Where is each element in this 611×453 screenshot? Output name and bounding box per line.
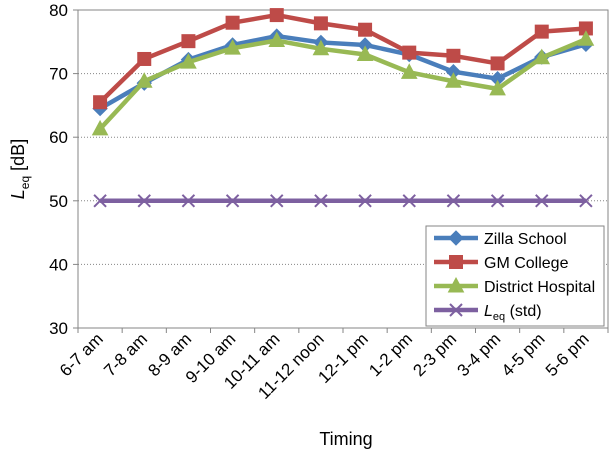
- series-2-point-2: [180, 53, 197, 69]
- series-2-point-11: [577, 30, 595, 46]
- series-3-point-7: [402, 194, 416, 208]
- x-tick-label-12-1-pm: 12-1 pm: [314, 329, 372, 387]
- series-3-point-3: [225, 194, 240, 208]
- y-tick-label-30: 30: [49, 319, 68, 338]
- series-3-point-6: [358, 194, 372, 208]
- series-1-point-2: [181, 34, 196, 49]
- series-1-point-6: [358, 22, 373, 37]
- legend: Zilla School GM College District Hospital L…: [425, 225, 605, 327]
- series-2: [91, 30, 595, 136]
- series-3-point-8: [446, 194, 461, 208]
- y-tick-label-60: 60: [49, 128, 68, 147]
- legend-entry-1: GM College: [434, 255, 569, 272]
- series-2-point-6: [356, 45, 374, 62]
- series-1-point-8: [446, 48, 461, 63]
- series-3-point-10: [535, 194, 549, 208]
- y-axis-label-unit: [dB]: [8, 139, 28, 176]
- series-1-point-9: [490, 56, 505, 71]
- x-tick-label-5-6-pm: 5-6 pm: [542, 329, 593, 380]
- series-3-point-9: [490, 194, 505, 208]
- x-tick-label-2-3-pm: 2-3 pm: [409, 329, 460, 380]
- series-1: [93, 8, 593, 110]
- series-2-point-4: [268, 31, 286, 48]
- legend-label-3: Leq (std): [484, 303, 542, 323]
- x-tick-label-4-5-pm: 4-5 pm: [498, 329, 549, 380]
- series-2-point-0: [91, 119, 109, 136]
- series-3-point-0: [93, 194, 107, 208]
- series-2-point-9: [489, 79, 506, 96]
- y-tick-label-80: 80: [49, 1, 68, 20]
- series-1-line: [98, 12, 587, 104]
- x-axis-label: Timing: [319, 429, 372, 449]
- y-tick-label-70: 70: [49, 65, 68, 84]
- series-3: [93, 194, 593, 208]
- y-axis-label: Leq [dB]: [8, 139, 32, 199]
- legend-marker-1: [449, 255, 463, 269]
- y-axis-label-sub: eq: [18, 176, 32, 189]
- series-2-point-3: [224, 39, 241, 55]
- series-1-point-3: [225, 15, 240, 30]
- y-tick-label-50: 50: [49, 192, 68, 211]
- series-2-point-10: [533, 48, 551, 65]
- series-1-point-7: [402, 45, 417, 60]
- series-2-line: [98, 37, 587, 131]
- series-2-point-8: [445, 72, 462, 88]
- series-1-point-4: [269, 8, 284, 23]
- x-tick-label-3-4-pm: 3-4 pm: [454, 329, 505, 380]
- legend-label-3-main: L: [484, 303, 493, 320]
- series-3-point-11: [579, 194, 593, 208]
- legend-entry-0: Zilla School: [434, 230, 567, 248]
- legend-marker-0: [448, 230, 464, 246]
- legend-items: Zilla School GM College District Hospital L…: [434, 230, 595, 323]
- legend-label-0: Zilla School: [484, 231, 567, 248]
- series-2-point-7: [400, 63, 418, 79]
- y-tick-label-40: 40: [49, 255, 68, 274]
- legend-marker-2: [447, 276, 465, 293]
- series-3-point-1: [137, 194, 151, 208]
- y-axis-ticks: 30 40 50 60 70 80: [49, 1, 78, 338]
- series-3-point-2: [181, 194, 196, 208]
- series-3-point-5: [314, 194, 328, 208]
- series-1-point-5: [313, 16, 328, 31]
- x-tick-label-7-8-am: 7-8 am: [100, 329, 151, 380]
- legend-label-3-rest: (std): [505, 303, 541, 320]
- x-tick-label-1-2-pm: 1-2 pm: [365, 329, 416, 380]
- series-1-point-0: [93, 95, 108, 110]
- series-2-point-5: [312, 39, 330, 56]
- legend-label-3-sub: eq: [493, 311, 505, 323]
- legend-entry-2: District Hospital: [434, 276, 595, 296]
- legend-label-1: GM College: [484, 255, 569, 272]
- legend-marker-3: [449, 303, 463, 317]
- series-2-point-1: [135, 72, 153, 88]
- y-axis-label-main: L: [8, 189, 28, 199]
- series-1-point-1: [137, 51, 152, 66]
- series-group: [91, 8, 595, 208]
- series-3-point-4: [270, 194, 284, 208]
- series-1-point-10: [534, 24, 549, 39]
- legend-entry-3: Leq (std): [434, 303, 542, 323]
- legend-label-2: District Hospital: [484, 279, 595, 296]
